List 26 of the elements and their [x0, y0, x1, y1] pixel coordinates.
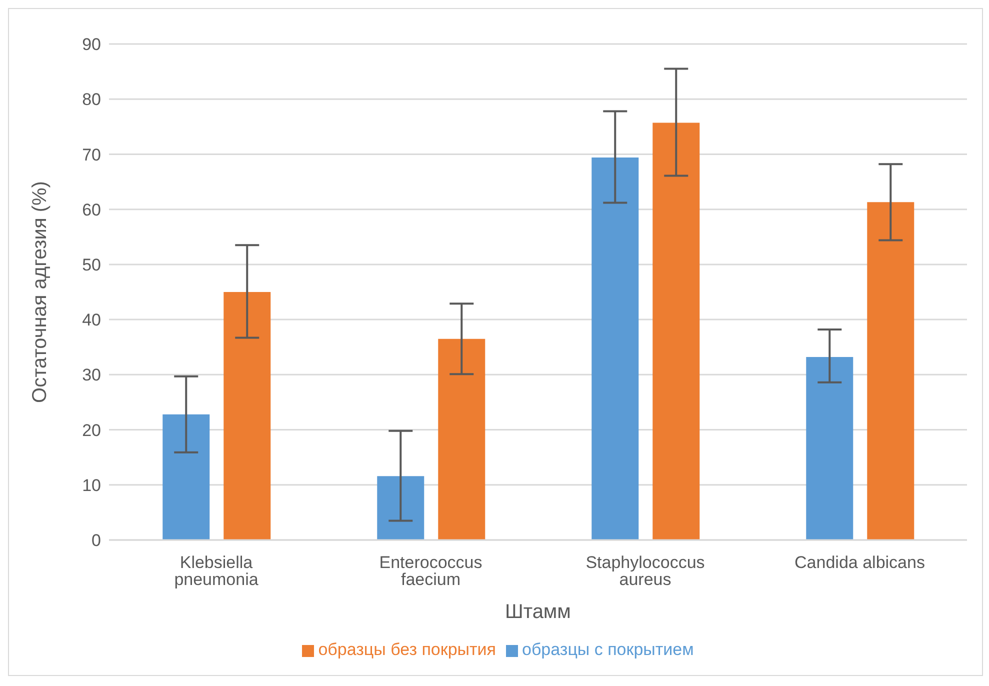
y-tick-label: 80	[82, 90, 101, 110]
y-tick-label: 90	[82, 35, 101, 54]
x-tick-label: Staphylococcus aureus	[586, 553, 705, 590]
y-tick-label: 50	[82, 255, 101, 274]
bar	[224, 292, 271, 540]
x-tick-label: Enterococcus faecium	[379, 553, 482, 590]
legend-label: образцы без покрытия	[318, 640, 496, 659]
bar	[377, 476, 424, 540]
y-tick-label: 10	[82, 476, 101, 495]
bar	[867, 202, 914, 540]
y-tick-label: 20	[82, 420, 101, 440]
y-tick-label: 70	[82, 145, 101, 164]
y-tick-label: 60	[82, 200, 101, 220]
y-tick-label: 0	[92, 531, 101, 550]
bar	[592, 158, 639, 540]
y-tick-label: 30	[82, 366, 101, 385]
y-tick-label: 40	[82, 310, 101, 330]
x-tick-label: Candida albicans	[794, 553, 925, 572]
y-axis-title: Остаточная адгезия (%)	[29, 181, 52, 403]
x-tick-label: Klebsiella pneumonia	[174, 553, 259, 590]
legend-label: образцы с покрытием	[522, 640, 694, 659]
bar	[806, 357, 854, 540]
bar	[652, 122, 700, 540]
bar	[162, 414, 210, 540]
bar	[438, 338, 486, 540]
x-axis-title: Штамм	[505, 601, 571, 623]
